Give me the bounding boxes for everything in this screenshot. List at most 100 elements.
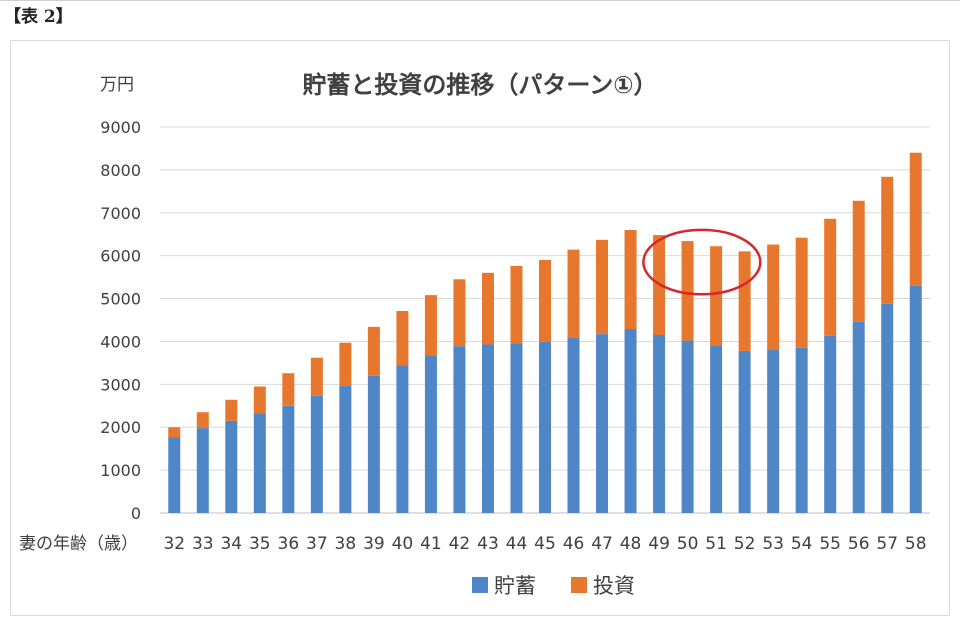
x-tick-label: 58: [905, 534, 927, 554]
x-tick-label: 35: [249, 534, 271, 554]
table-caption: 【表 2】: [4, 7, 73, 27]
bar-segment-貯蓄: [596, 334, 609, 513]
bar-segment-貯蓄: [738, 350, 751, 513]
x-tick-label: 45: [534, 534, 556, 554]
x-tick-label: 32: [163, 534, 185, 554]
bar-segment-貯蓄: [168, 437, 181, 513]
x-tick-label: 39: [363, 534, 385, 554]
annotations: [642, 228, 762, 296]
legend-swatch: [472, 577, 488, 593]
bar-segment-貯蓄: [624, 329, 637, 513]
bar-segment-投資: [681, 241, 694, 341]
bar-segment-投資: [767, 244, 780, 350]
bar-segment-投資: [738, 251, 751, 351]
y-tick-label: 6000: [100, 247, 141, 266]
legend-label: 貯蓄: [494, 574, 536, 598]
bar-segment-投資: [196, 412, 209, 429]
bar-segment-投資: [339, 342, 352, 387]
x-tick-labels: 32 33 34 35 36 37 38 39 40 41 42 43 44 45 46 47 48 49 50 51…: [163, 534, 926, 554]
bar-segment-投資: [710, 246, 723, 346]
bar-segment-投資: [624, 229, 637, 330]
bar-segment-貯蓄: [282, 405, 295, 513]
y-tick-label: 7000: [100, 204, 141, 223]
bar-segment-投資: [367, 326, 380, 376]
bar-segment-投資: [453, 279, 466, 347]
x-tick-label: 43: [477, 534, 499, 554]
y-tick-label: 1000: [100, 461, 141, 480]
bar-segment-投資: [881, 176, 894, 304]
bar-segment-投資: [824, 218, 837, 336]
bar-segment-投資: [795, 237, 808, 348]
bar-segment-投資: [909, 152, 922, 286]
bar-segment-貯蓄: [909, 285, 922, 513]
bar-segment-貯蓄: [795, 347, 808, 513]
bar-segment-貯蓄: [653, 335, 666, 513]
bar-segment-貯蓄: [681, 340, 694, 513]
bar-segment-貯蓄: [881, 303, 894, 513]
bar-segment-貯蓄: [767, 349, 780, 513]
bar-segment-貯蓄: [710, 345, 723, 513]
bar-segment-投資: [396, 310, 409, 366]
y-tick-label: 9000: [100, 118, 141, 137]
x-tick-label: 54: [791, 534, 813, 554]
bar-segment-貯蓄: [396, 365, 409, 513]
x-tick-label: 41: [420, 534, 442, 554]
bar-segment-投資: [539, 259, 551, 342]
x-tick-label: 37: [306, 534, 328, 554]
y-tick-label: 5000: [100, 290, 141, 309]
bar-segment-貯蓄: [539, 341, 551, 513]
bar-segment-投資: [253, 386, 266, 414]
bar-segment-貯蓄: [852, 321, 865, 513]
legend-swatch: [571, 577, 587, 593]
x-tick-label: 47: [591, 534, 613, 554]
bar-segment-投資: [596, 239, 609, 335]
x-tick-label: 48: [620, 534, 642, 554]
y-tick-label: 0: [131, 504, 141, 523]
bar-segment-投資: [310, 357, 323, 396]
bar-segment-貯蓄: [253, 413, 266, 513]
bar-segment-投資: [168, 427, 181, 438]
bar-segment-投資: [510, 265, 523, 344]
bar-segment-投資: [282, 373, 295, 406]
x-tick-label: 56: [848, 534, 870, 554]
bar-segment-投資: [424, 295, 437, 356]
x-tick-label: 57: [876, 534, 898, 554]
y-tick-label: 8000: [100, 161, 141, 180]
x-tick-label: 42: [449, 534, 471, 554]
bar-segment-貯蓄: [310, 395, 323, 513]
chart-title: 貯蓄と投資の推移（パターン①）: [302, 71, 657, 99]
x-tick-label: 49: [648, 534, 670, 554]
top-rule: [0, 0, 960, 1]
y-tick-label: 4000: [100, 332, 141, 351]
highlight-ellipse: [642, 228, 762, 296]
bar-segment-貯蓄: [225, 420, 238, 513]
bar-segment-貯蓄: [824, 335, 837, 513]
x-tick-label: 40: [392, 534, 414, 554]
x-tick-label: 34: [220, 534, 242, 554]
x-tick-label: 50: [677, 534, 699, 554]
bar-segment-投資: [481, 272, 494, 345]
y-tick-labels: 0 1000 2000 3000 4000 5000 6000 7000 8000 9000: [100, 118, 141, 523]
y-tick-label: 3000: [100, 375, 141, 394]
x-tick-label: 46: [563, 534, 585, 554]
y-tick-label: 2000: [100, 418, 141, 437]
bar-segment-投資: [225, 399, 238, 421]
bar-segment-貯蓄: [367, 375, 380, 513]
x-tick-label: 44: [506, 534, 528, 554]
x-tick-label: 51: [705, 534, 727, 554]
bar-segment-貯蓄: [481, 344, 494, 513]
bar-segment-貯蓄: [567, 338, 580, 513]
x-tick-label: 36: [278, 534, 300, 554]
x-tick-label: 52: [734, 534, 756, 554]
legend-label: 投資: [593, 574, 635, 598]
bar-segment-貯蓄: [453, 346, 466, 513]
x-tick-label: 38: [335, 534, 357, 554]
bars: [168, 152, 922, 513]
x-axis-label: 妻の年齢（歳）: [19, 534, 138, 554]
legend: 貯蓄 投資: [472, 574, 635, 598]
chart-frame: [10, 40, 950, 616]
x-tick-label: 53: [762, 534, 784, 554]
y-axis-unit: 万円: [100, 75, 134, 95]
bar-segment-貯蓄: [196, 428, 209, 513]
